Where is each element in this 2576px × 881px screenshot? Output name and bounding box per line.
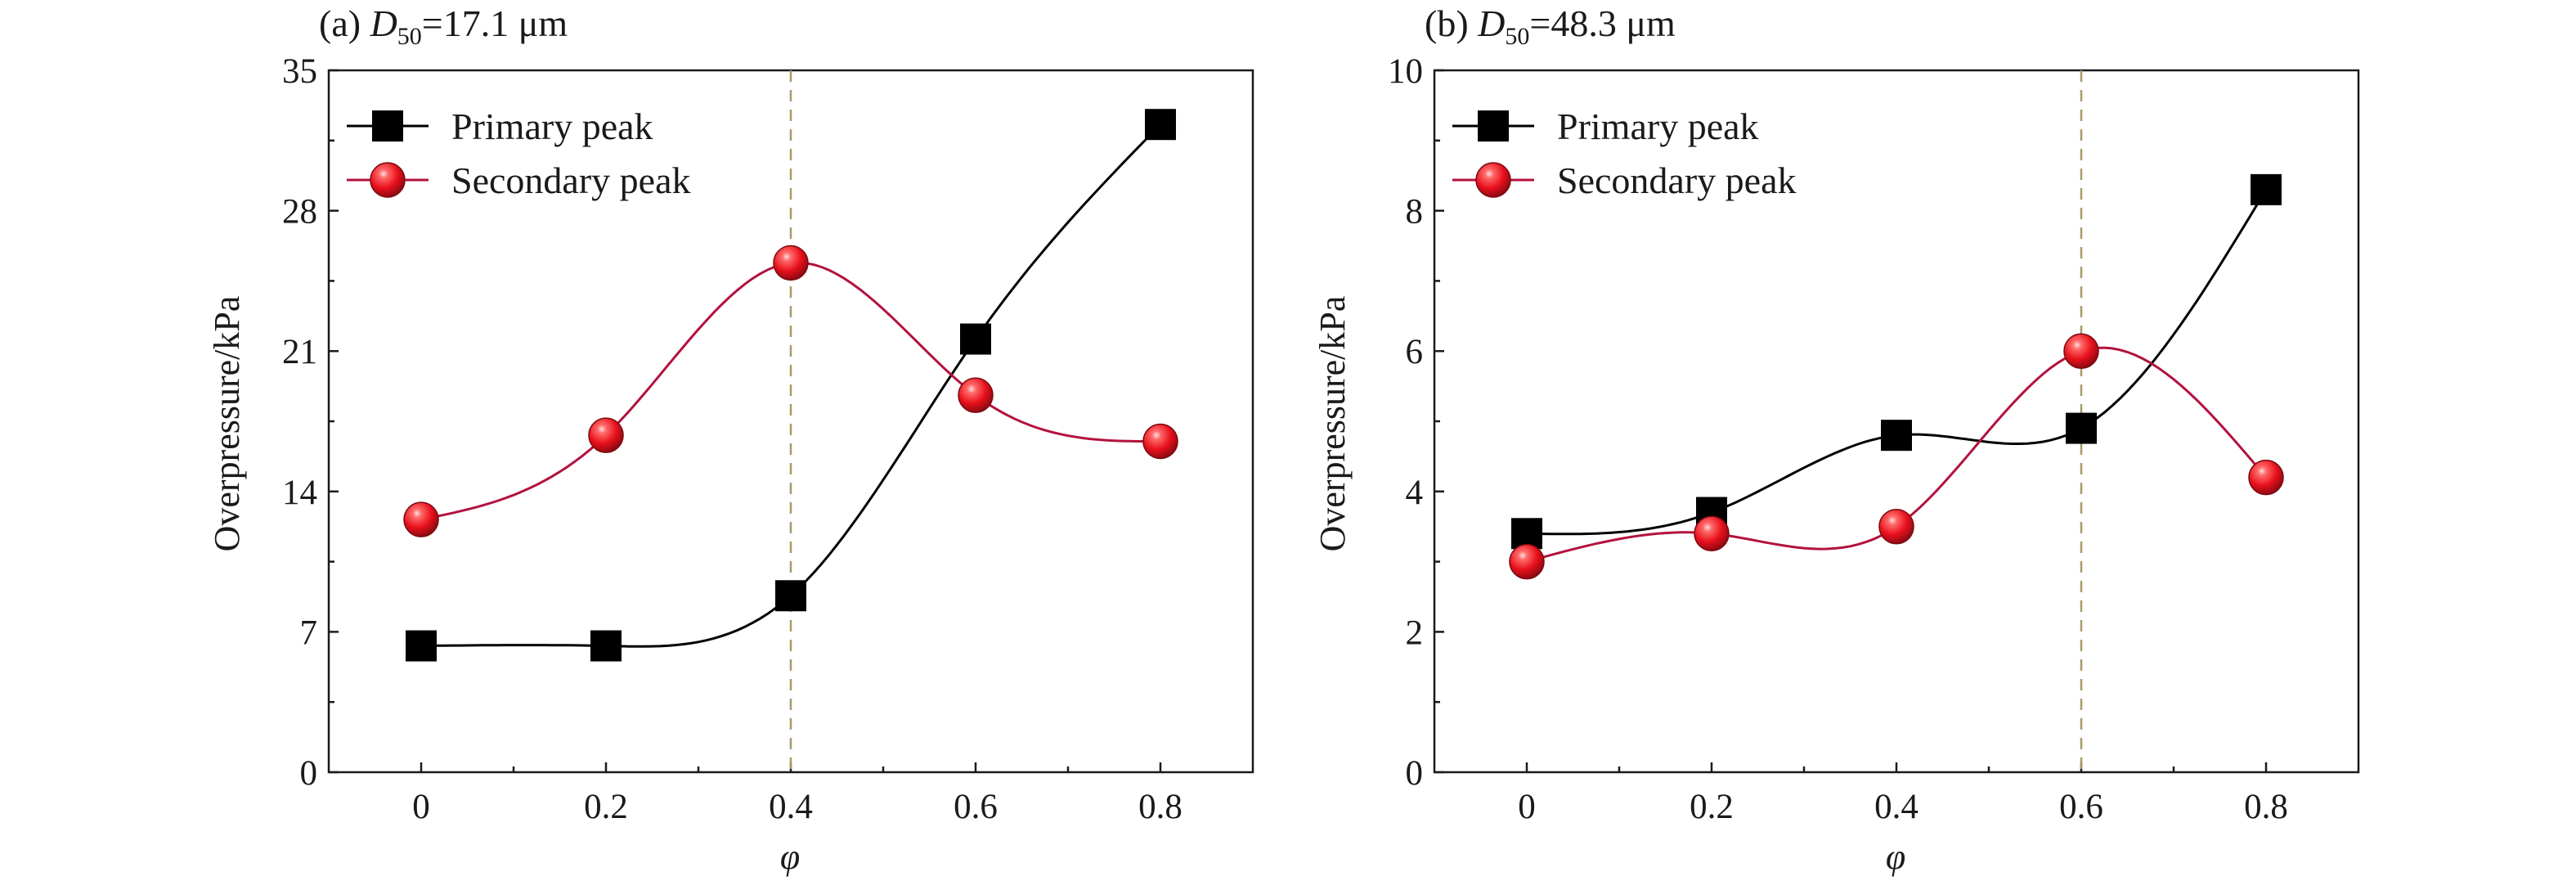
legend-marker-secondary-a (370, 162, 406, 198)
primary-peak-point-a (775, 580, 806, 612)
panel-a-title: (a) D50=17.1 μm (319, 2, 568, 50)
secondary-peak-point-a (403, 501, 439, 537)
panel-b-y-axis-title: Overpressure/kPa (1313, 296, 1353, 552)
primary-peak-point-a (1145, 109, 1176, 141)
legend-label-secondary-b: Secondary peak (1557, 160, 1797, 201)
y-tick-label-b: 6 (1406, 333, 1424, 371)
x-tick-label-a: 0.2 (584, 788, 628, 826)
x-tick-label-a: 0.4 (769, 788, 813, 826)
legend-label-primary-b: Primary peak (1557, 106, 1759, 147)
y-tick-label-a: 35 (282, 52, 317, 91)
y-tick-label-a: 14 (282, 474, 317, 512)
legend-marker-secondary-b (1475, 162, 1511, 198)
panel-b-title: (b) D50=48.3 μm (1425, 2, 1676, 50)
secondary-peak-point-b (2248, 459, 2284, 496)
panel-b-x-axis-title: φ (1886, 837, 1905, 877)
secondary-peak-point-a (588, 417, 624, 453)
primary-peak-point-a (406, 630, 437, 662)
secondary-peak-point-a (1142, 423, 1178, 460)
x-tick-label-b: 0.4 (1874, 788, 1919, 826)
x-tick-label-b: 0 (1518, 788, 1536, 826)
panel-a-x-axis-title: φ (780, 837, 800, 877)
legend-marker-primary-b (1478, 110, 1509, 142)
y-tick-label-a: 21 (282, 333, 317, 371)
primary-peak-point-b (2066, 412, 2097, 444)
x-tick-label-b: 0.6 (2059, 788, 2103, 826)
x-tick-label-b: 0.8 (2244, 788, 2288, 826)
x-tick-label-a: 0.6 (954, 788, 998, 826)
primary-peak-point-a (960, 323, 991, 355)
secondary-peak-point-a (958, 377, 994, 413)
primary-peak-point-b (2251, 173, 2282, 205)
legend-label-primary-a: Primary peak (451, 106, 653, 147)
secondary-peak-point-b (1878, 508, 1914, 545)
x-tick-label-b: 0.2 (1690, 788, 1734, 826)
primary-peak-point-b (1881, 420, 1912, 452)
chart-panel-b: (b) D50=48.3 μm Overpressure/kPa φ 0 2 4 6 8… (1313, 2, 2360, 877)
y-tick-label-a: 0 (300, 754, 318, 793)
y-tick-label-a: 28 (282, 193, 317, 231)
y-tick-label-b: 8 (1406, 193, 1424, 231)
y-tick-label-a: 7 (300, 614, 318, 652)
panel-a-y-axis-title: Overpressure/kPa (207, 296, 247, 552)
primary-peak-point-a (590, 630, 622, 662)
primary-peak-curve-b (1526, 189, 2268, 536)
y-tick-label-b: 10 (1388, 52, 1423, 91)
secondary-peak-point-b (2063, 333, 2099, 369)
x-tick-label-a: 0.8 (1138, 788, 1183, 826)
secondary-peak-point-b (1509, 543, 1545, 580)
secondary-peak-point-a (773, 245, 809, 281)
x-tick-label-a: 0 (412, 788, 430, 826)
y-tick-label-b: 4 (1406, 474, 1424, 512)
legend-marker-primary-a (372, 110, 403, 142)
secondary-peak-point-b (1694, 515, 1730, 552)
y-tick-label-b: 0 (1406, 754, 1424, 793)
y-tick-label-b: 2 (1406, 614, 1424, 652)
legend-label-secondary-a: Secondary peak (451, 160, 691, 201)
chart-panel-a: (a) D50=17.1 μm Overpressure/kPa φ 0 7 14 2… (207, 2, 1254, 877)
